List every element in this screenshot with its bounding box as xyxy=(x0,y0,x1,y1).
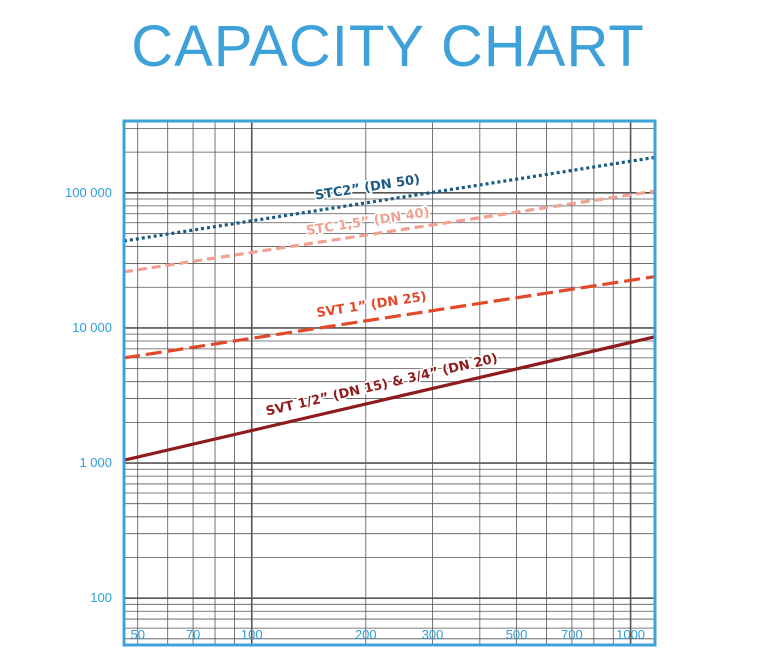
plot-frame xyxy=(122,119,657,647)
y-axis-ticks: 100 1 000 10 000 100 000 xyxy=(65,185,112,605)
series-label-4: SVT 1/2” (DN 15) & 3/4” (DN 20) xyxy=(265,351,500,419)
series-line-3 xyxy=(123,274,656,360)
x-tick-label: 1000 xyxy=(616,627,645,642)
y-tick-label: 100 xyxy=(90,590,112,605)
chart-title: CAPACITY CHART xyxy=(131,14,645,79)
x-tick-label: 70 xyxy=(186,627,200,642)
x-tick-label: 100 xyxy=(241,627,263,642)
x-tick-label: 700 xyxy=(561,627,583,642)
x-tick-label: 200 xyxy=(355,627,377,642)
x-axis-ticks: 50 70 100 200 300 500 700 1000 xyxy=(130,627,645,642)
series-label-3: SVT 1” (DN 25) xyxy=(316,289,428,321)
series-line-2 xyxy=(123,189,656,274)
y-tick-label: 10 000 xyxy=(72,320,112,335)
x-tick-label: 50 xyxy=(130,627,144,642)
series-line-4 xyxy=(123,335,656,462)
series-lines xyxy=(123,155,656,462)
y-tick-label: 100 000 xyxy=(65,185,112,200)
x-tick-label: 500 xyxy=(506,627,528,642)
y-tick-label: 1 000 xyxy=(79,455,112,470)
x-tick-label: 300 xyxy=(422,627,444,642)
